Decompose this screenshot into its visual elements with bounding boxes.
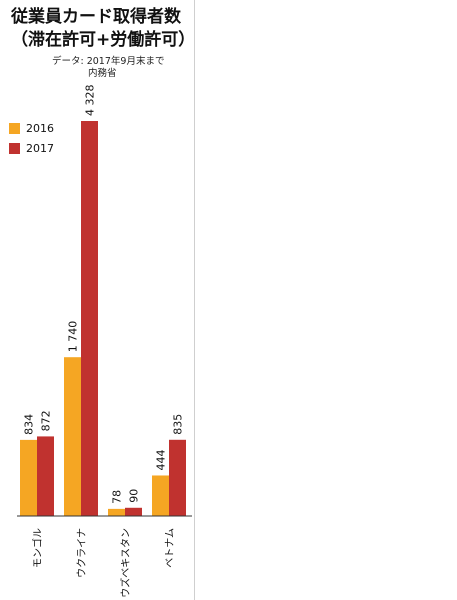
chart-title-line1: 従業員カード取得者数 — [11, 7, 181, 27]
legend-item-2017: 2017 — [9, 138, 54, 158]
panel-border — [194, 0, 195, 600]
chart-title-line2: （滞在許可+労働許可） — [11, 30, 196, 50]
source-line1: データ: 2017年9月末まで — [52, 56, 165, 67]
legend-label-2016: 2016 — [26, 121, 54, 135]
data-label-2017-0: 872 — [40, 410, 53, 431]
bar-2017-0 — [37, 436, 54, 516]
bar-2016-0 — [20, 439, 37, 516]
legend-label-2017: 2017 — [26, 141, 54, 155]
bar-2016-3 — [152, 475, 169, 516]
legend: 2016 2017 — [9, 118, 54, 158]
data-label-2016-3: 444 — [155, 449, 168, 470]
bar-2016-1 — [64, 357, 81, 516]
category-label-3: ベトナム — [164, 528, 176, 568]
bar-2016-2 — [108, 508, 125, 516]
data-label-2017-2: 90 — [128, 489, 141, 503]
category-label-0: モンゴル — [31, 528, 44, 568]
data-label-2016-1: 1 740 — [67, 321, 80, 353]
data-label-2017-3: 835 — [172, 414, 185, 435]
legend-swatch-2016 — [9, 122, 20, 134]
category-label-1: ウクライナ — [76, 528, 88, 578]
legend-swatch-2017 — [9, 142, 20, 154]
legend-item-2016: 2016 — [9, 118, 54, 138]
bar-2017-1 — [81, 121, 98, 516]
source-line2: 内務省 — [88, 68, 117, 79]
bar-2017-2 — [125, 507, 142, 516]
category-label-2: ウズベキスタン — [119, 528, 132, 598]
data-label-2017-1: 4 328 — [84, 85, 97, 117]
data-label-2016-2: 78 — [111, 490, 124, 504]
source-note: データ: 2017年9月末まで 内務省 — [52, 56, 164, 80]
bar-2017-3 — [169, 439, 186, 516]
data-label-2016-0: 834 — [23, 414, 36, 435]
